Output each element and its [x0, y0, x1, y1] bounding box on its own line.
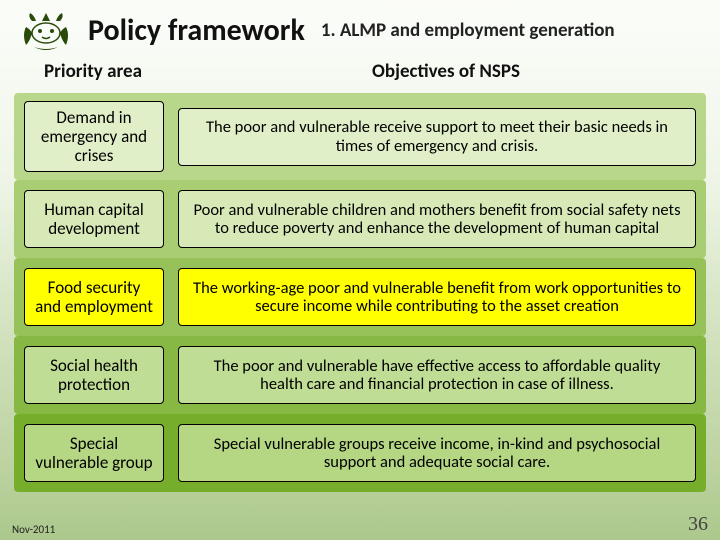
slide-footer: Nov-2011 36: [12, 513, 708, 536]
slide-header: Policy framework 1. ALMP and employment …: [14, 6, 706, 54]
table-row: Special vulnerable groupSpecial vulnerab…: [14, 414, 706, 492]
priority-cell: Food security and employment: [24, 268, 164, 326]
priority-cell: Human capital development: [24, 190, 164, 248]
slide-title: Policy framework: [88, 12, 305, 49]
table-row: Demand in emergency and crisesThe poor a…: [14, 93, 706, 180]
table-row: Food security and employmentThe working-…: [14, 258, 706, 336]
objective-cell: The poor and vulnerable receive support …: [178, 108, 696, 166]
policy-table: Priority area Objectives of NSPS Demand …: [14, 60, 706, 492]
emblem-icon: [14, 6, 78, 54]
col-header-objectives: Objectives of NSPS: [186, 60, 706, 83]
slide-subtitle: 1. ALMP and employment generation: [321, 19, 615, 42]
footer-date: Nov-2011: [12, 523, 55, 536]
page-number: 36: [688, 513, 708, 536]
priority-cell: Demand in emergency and crises: [24, 101, 164, 172]
table-header-row: Priority area Objectives of NSPS: [14, 60, 706, 83]
priority-cell: Social health protection: [24, 346, 164, 404]
priority-cell: Special vulnerable group: [24, 424, 164, 482]
table-row: Human capital developmentPoor and vulner…: [14, 180, 706, 258]
table-row: Social health protectionThe poor and vul…: [14, 336, 706, 414]
objective-cell: The poor and vulnerable have effective a…: [178, 346, 696, 404]
col-header-priority: Priority area: [14, 60, 172, 83]
objective-cell: Poor and vulnerable children and mothers…: [178, 190, 696, 248]
objective-cell: The working-age poor and vulnerable bene…: [178, 268, 696, 326]
objective-cell: Special vulnerable groups receive income…: [178, 424, 696, 482]
